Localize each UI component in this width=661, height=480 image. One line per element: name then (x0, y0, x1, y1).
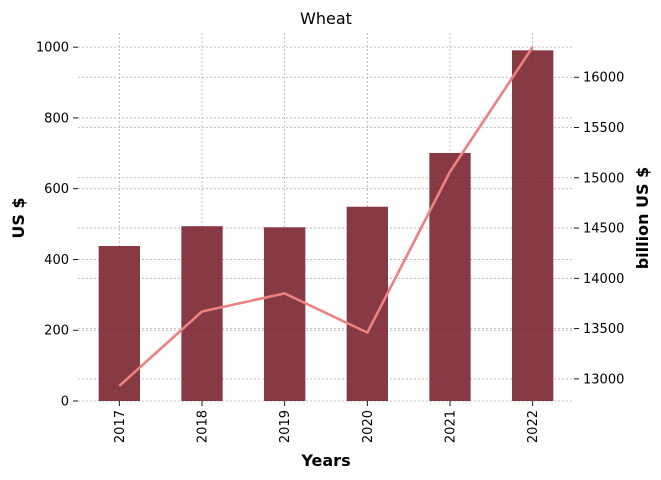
x-tick-label: 2022 (526, 410, 541, 443)
left-axis-title: US $ (9, 197, 28, 238)
line-series (118, 46, 534, 387)
right-y-tick-label: 14000 (583, 272, 624, 287)
x-tick-label: 2021 (444, 410, 459, 443)
right-axis: 13000 13500 14000 14500 15000 15500 16000 (574, 71, 624, 387)
x-axis-title: Years (300, 451, 350, 470)
bar-2022 (512, 50, 554, 401)
right-y-tick-label: 16000 (583, 71, 624, 86)
x-tick-label: 2020 (361, 410, 376, 443)
right-gridlines (78, 76, 574, 380)
x-tick-label: 2019 (278, 410, 293, 443)
right-y-tick-label: 13500 (583, 322, 624, 337)
bar-series (98, 50, 554, 401)
x-tick-label: 2018 (196, 410, 211, 443)
right-y-tick-label: 13000 (583, 372, 624, 387)
bar-2017 (98, 246, 140, 401)
left-y-tick-label: 800 (44, 111, 69, 126)
x-axis: 2017 2018 2019 2020 2021 2022 (113, 401, 541, 443)
bar-2021 (429, 152, 471, 401)
right-axis-title: billion US $ (633, 167, 652, 270)
left-y-tick-label: 400 (44, 253, 69, 268)
right-y-tick-label: 15500 (583, 121, 624, 136)
left-y-tick-label: 600 (44, 182, 69, 197)
x-tick-label: 2017 (113, 410, 128, 443)
bar-2019 (264, 227, 306, 401)
left-gridlines (78, 33, 574, 402)
left-axis: 0 200 400 600 800 1000 (36, 41, 78, 410)
line-path (118, 46, 534, 387)
bar-2018 (181, 226, 223, 401)
right-y-tick-label: 15000 (583, 171, 624, 186)
chart-title: Wheat (300, 9, 352, 28)
left-y-tick-label: 1000 (36, 41, 69, 56)
right-y-tick-label: 14500 (583, 222, 624, 237)
left-y-tick-label: 200 (44, 324, 69, 339)
left-y-tick-label: 0 (61, 395, 69, 410)
